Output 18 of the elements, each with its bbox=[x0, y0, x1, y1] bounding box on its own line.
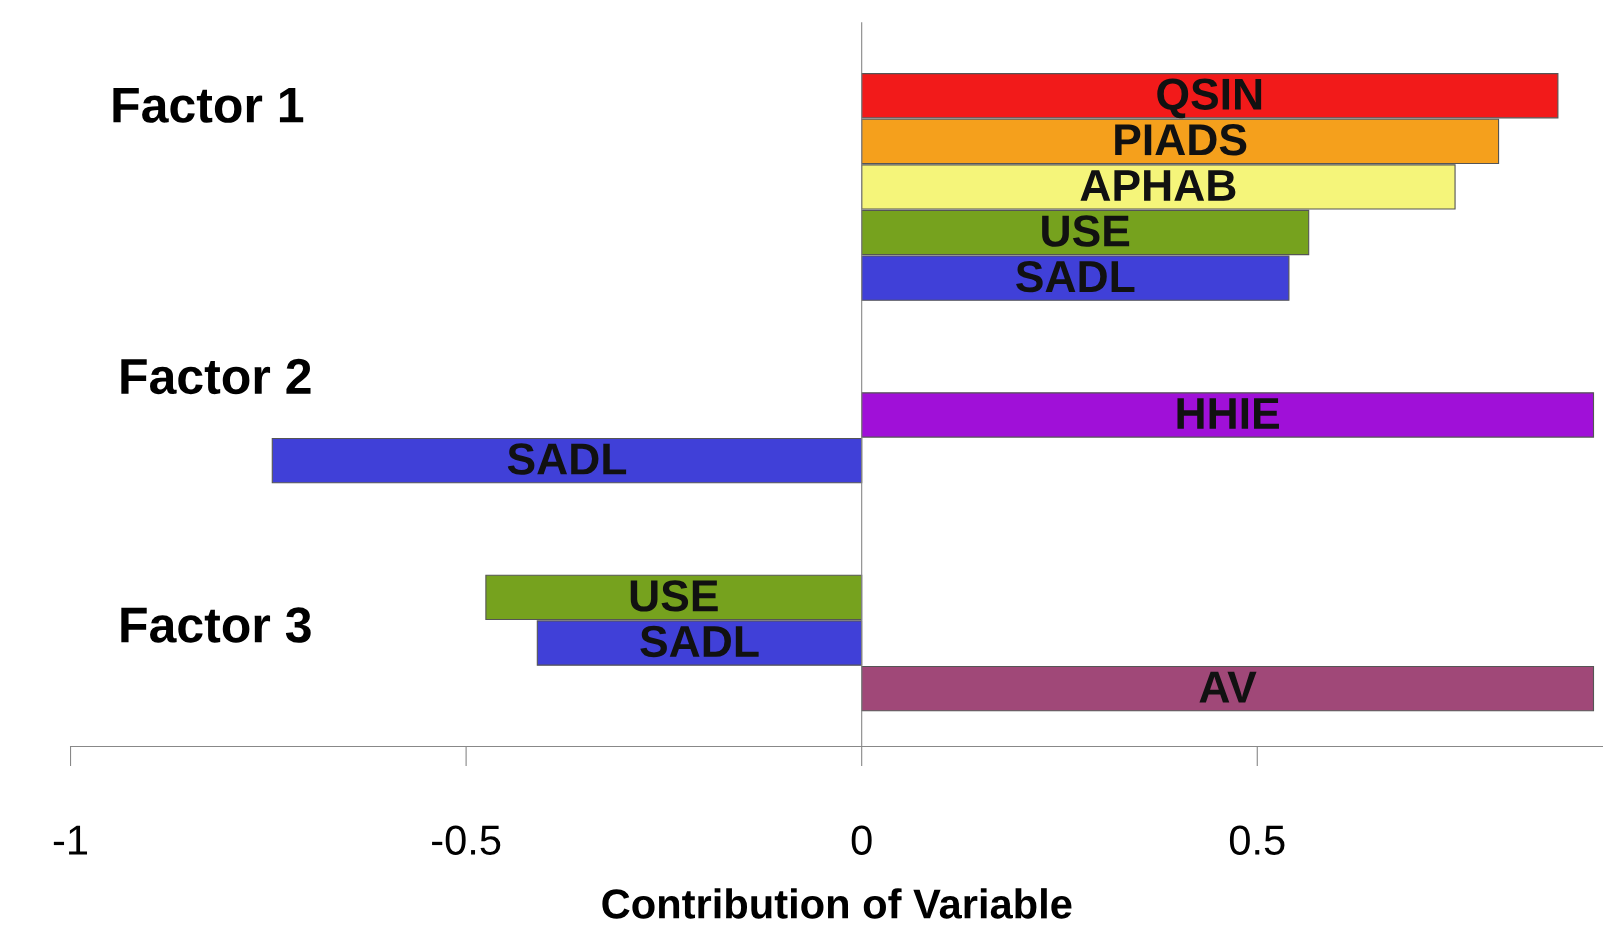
y-tick-label: APHAB bbox=[1080, 170, 1236, 201]
x-tick-label: -1 bbox=[53, 825, 88, 855]
y-tick-label: SADL bbox=[507, 443, 627, 475]
y-tick-label: HHIE bbox=[1177, 398, 1279, 429]
y-tick-label: SADL bbox=[1016, 260, 1135, 293]
annotation: Factor 1 bbox=[113, 87, 304, 123]
y-tick-label: PIADS bbox=[1115, 124, 1247, 156]
y-tick-label: AV bbox=[1199, 671, 1257, 703]
y-tick-label: SADL bbox=[640, 625, 759, 658]
y-tick-label: USE bbox=[1042, 215, 1130, 247]
x-tick-label: -0.5 bbox=[432, 825, 501, 855]
x-tick-label: 0 bbox=[851, 825, 872, 855]
x-tick-label: 0.5 bbox=[1229, 825, 1285, 855]
y-tick-label: USE bbox=[630, 580, 718, 612]
annotation: Factor 3 bbox=[121, 607, 311, 643]
x-axis-title: Contribution of Variable bbox=[602, 888, 1072, 919]
y-tick-label: QSIN bbox=[1157, 78, 1262, 119]
annotation: Factor 2 bbox=[121, 358, 311, 395]
